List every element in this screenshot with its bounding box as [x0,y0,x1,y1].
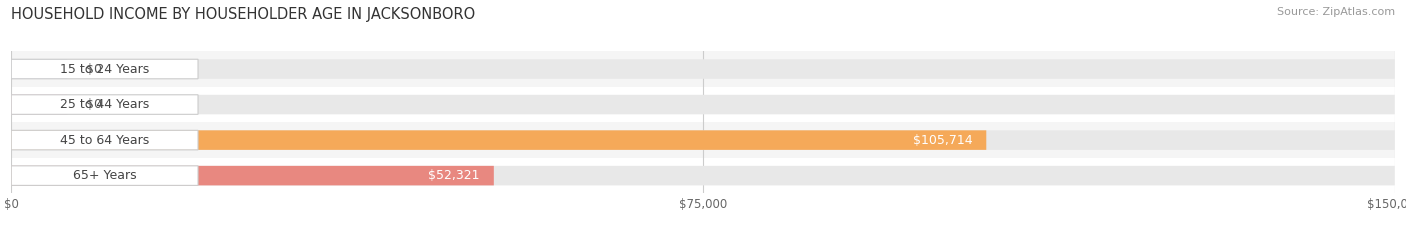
FancyBboxPatch shape [11,130,198,150]
Text: $52,321: $52,321 [429,169,479,182]
Text: HOUSEHOLD INCOME BY HOUSEHOLDER AGE IN JACKSONBORO: HOUSEHOLD INCOME BY HOUSEHOLDER AGE IN J… [11,7,475,22]
FancyBboxPatch shape [11,130,986,150]
Text: 25 to 44 Years: 25 to 44 Years [60,98,149,111]
Bar [11,122,1395,158]
FancyBboxPatch shape [11,95,198,114]
Bar [11,158,1395,193]
FancyBboxPatch shape [11,95,1395,114]
Text: 45 to 64 Years: 45 to 64 Years [60,134,149,147]
FancyBboxPatch shape [11,166,494,185]
Bar [11,87,1395,122]
Text: $0: $0 [86,98,101,111]
Text: Source: ZipAtlas.com: Source: ZipAtlas.com [1277,7,1395,17]
Text: $105,714: $105,714 [912,134,973,147]
Text: 15 to 24 Years: 15 to 24 Years [60,62,149,75]
Text: 65+ Years: 65+ Years [73,169,136,182]
Text: $0: $0 [86,62,101,75]
FancyBboxPatch shape [11,95,67,114]
FancyBboxPatch shape [11,59,1395,79]
FancyBboxPatch shape [11,166,198,185]
FancyBboxPatch shape [11,59,67,79]
FancyBboxPatch shape [11,59,198,79]
FancyBboxPatch shape [11,130,1395,150]
Bar [11,51,1395,87]
FancyBboxPatch shape [11,166,1395,185]
